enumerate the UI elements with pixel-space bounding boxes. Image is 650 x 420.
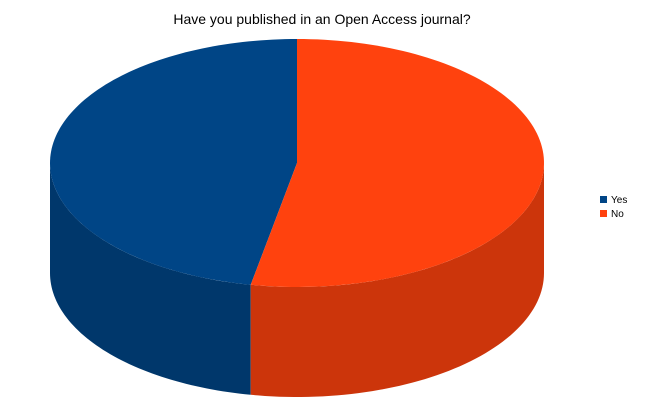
pie-slice-yes	[50, 39, 297, 285]
legend-label-yes: Yes	[611, 195, 627, 206]
legend-swatch-yes	[600, 196, 607, 203]
legend-swatch-no	[600, 210, 607, 217]
pie-plot-area	[50, 39, 544, 397]
legend-label-no: No	[611, 209, 624, 220]
legend: Yes No	[600, 195, 627, 220]
pie-side-no	[250, 163, 544, 397]
pie-slice-no	[250, 39, 544, 287]
pie-side-yes	[50, 163, 251, 395]
chart-title: Have you published in an Open Access jou…	[173, 11, 471, 27]
